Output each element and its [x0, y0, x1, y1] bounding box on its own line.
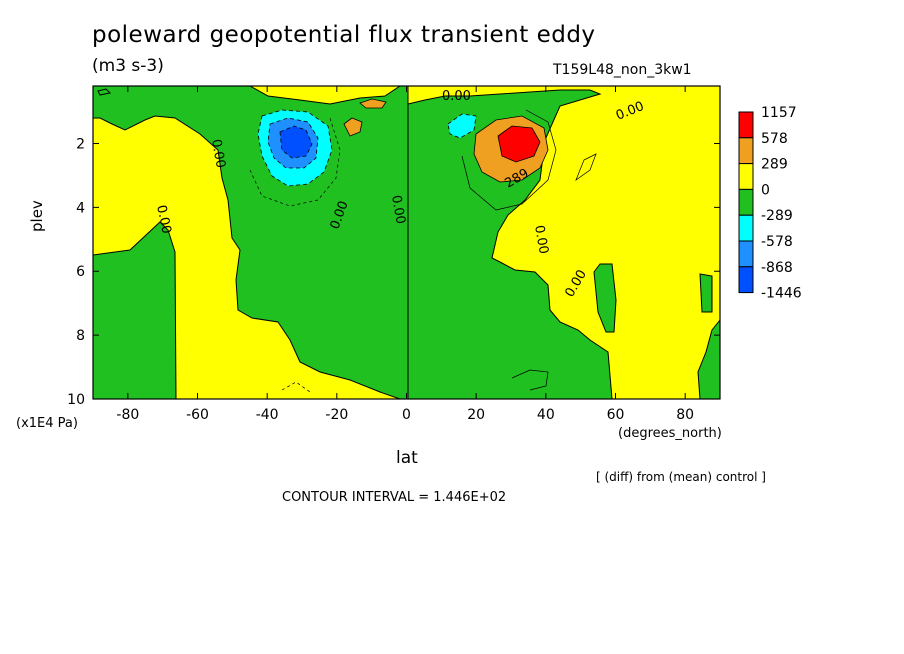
x-tick-label: 80 — [676, 407, 694, 423]
x-axis-unit: (degrees_north) — [618, 426, 722, 441]
contour-label: 0.00 — [442, 89, 471, 104]
legend-swatch — [738, 111, 754, 139]
diff-note: [ (diff) from (mean) control ] — [596, 470, 766, 484]
chart-title: poleward geopotential flux transient edd… — [92, 22, 596, 48]
legend-swatch — [738, 266, 754, 294]
x-tick-label: -20 — [325, 407, 348, 423]
legend-label: 578 — [761, 131, 788, 147]
y-tick-label: 4 — [76, 200, 85, 216]
legend-label: -289 — [761, 208, 793, 224]
contour-interval: CONTOUR INTERVAL = 1.446E+02 — [282, 490, 507, 505]
negative-region-north-edge — [699, 273, 713, 313]
contour-line-north-2 — [575, 153, 597, 181]
y-tick-label: 2 — [76, 136, 85, 152]
x-tick-label: -80 — [116, 407, 139, 423]
contour-field: 0.00 0.00 0.00 0.00 0.00 0.00 0.00 0.00 … — [93, 86, 720, 399]
x-axis: -80 -60 -40 -20 0 20 40 60 80 — [116, 86, 694, 423]
negative-region-north — [407, 89, 613, 399]
patch-orange-small — [343, 117, 363, 137]
x-tick-label: 40 — [537, 407, 555, 423]
legend-label: 1157 — [761, 105, 797, 121]
negative-region-60N — [593, 263, 617, 333]
color-legend: 1157 578 289 0 -289 -578 -868 -1446 — [738, 105, 802, 302]
y-tick-label: 10 — [67, 392, 85, 408]
y-axis: 2 4 6 8 10 — [67, 136, 720, 408]
core-north-red — [497, 125, 541, 163]
contour-label: 0.00 — [153, 204, 174, 235]
y-axis-unit: (x1E4 Pa) — [16, 416, 78, 431]
x-tick-label: -40 — [256, 407, 279, 423]
x-tick-label: -60 — [186, 407, 209, 423]
contour-line-north — [461, 109, 557, 211]
legend-label: 289 — [761, 157, 788, 173]
y-tick-label: 6 — [76, 264, 85, 280]
contour-label: 0.00 — [208, 138, 228, 169]
legend-swatch — [738, 214, 754, 242]
core-south-strong — [279, 125, 313, 159]
contour-line-lower — [511, 369, 549, 391]
legend-swatch — [738, 240, 754, 268]
negative-region-top — [97, 88, 112, 96]
x-tick-label: 0 — [402, 407, 411, 423]
legend-label: -868 — [761, 260, 793, 276]
x-tick-label: 60 — [607, 407, 625, 423]
legend-label: -1446 — [761, 286, 802, 302]
legend-swatch — [738, 163, 754, 190]
x-tick-label: 20 — [467, 407, 485, 423]
contour-label: 0.00 — [388, 194, 408, 225]
patch-orange-top — [359, 98, 387, 109]
negative-region-south-west — [93, 221, 177, 399]
legend-label: -578 — [761, 234, 793, 250]
x-axis-label: lat — [396, 448, 418, 468]
contour-label: 0.00 — [531, 224, 551, 255]
chart-units: (m3 s-3) — [92, 56, 164, 76]
negative-region-south — [93, 86, 409, 399]
y-tick-label: 8 — [76, 328, 85, 344]
run-label: T159L48_non_3kw1 — [553, 62, 692, 78]
legend-label: 0 — [761, 182, 770, 198]
core-south-small — [447, 113, 477, 139]
legend-swatch — [738, 137, 754, 165]
legend-swatch — [738, 188, 754, 216]
negative-region-pole — [697, 319, 720, 399]
